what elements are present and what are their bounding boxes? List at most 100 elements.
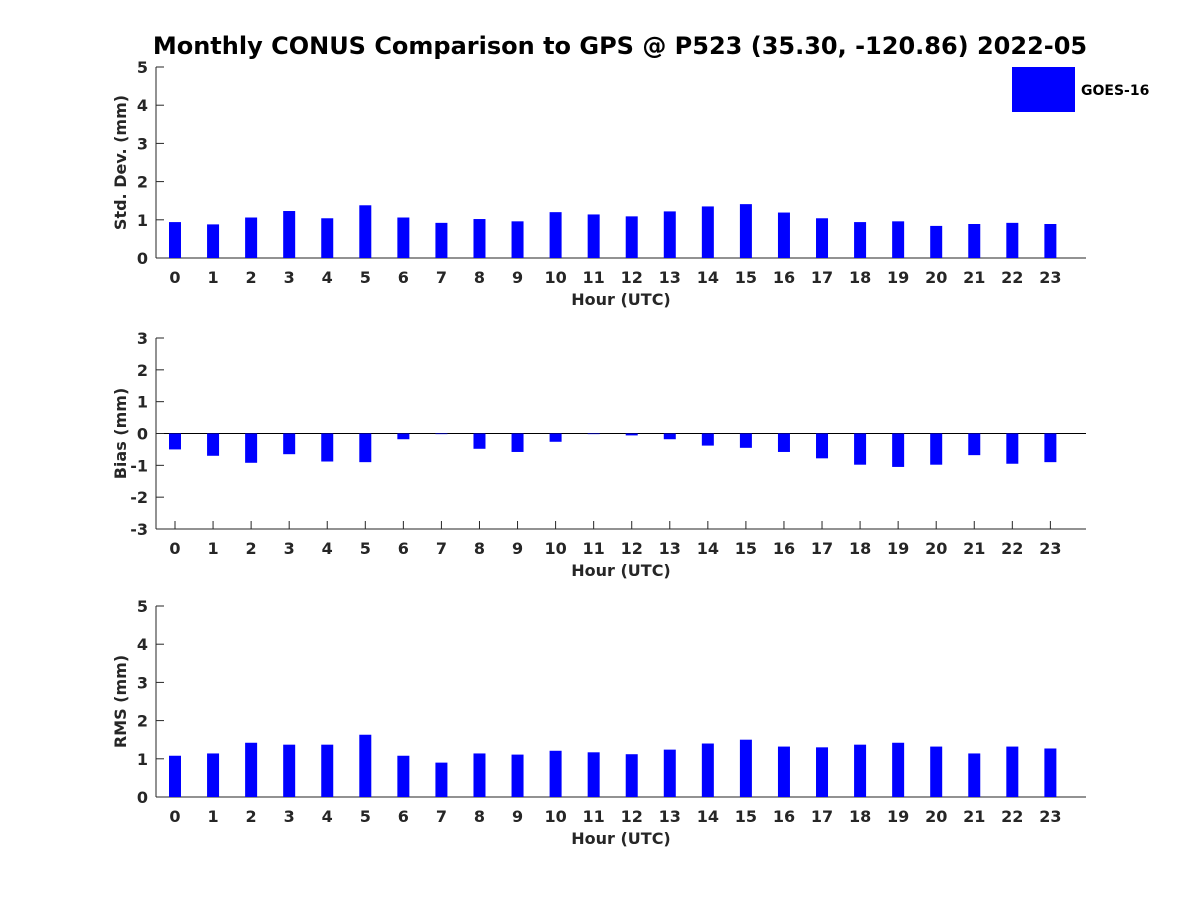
x-tick-label: 18 [849,539,871,558]
x-tick-label: 1 [207,539,218,558]
y-tick-label: 3 [137,134,148,153]
chart-title: Monthly CONUS Comparison to GPS @ P523 (… [153,32,1087,60]
bar [777,433,790,452]
x-tick-label: 9 [512,539,523,558]
bar [701,206,714,258]
bar [1044,748,1057,797]
x-tick-label: 17 [811,268,833,287]
bar [359,734,372,797]
bar [854,433,867,465]
x-tick-label: 4 [322,807,333,826]
y-tick-label: 5 [137,597,148,616]
y-tick-label: 1 [137,393,148,412]
bar [1006,222,1019,258]
bar [245,742,258,797]
bar [511,754,524,797]
bar [245,433,258,463]
bar [549,212,562,258]
bar [1006,746,1019,797]
x-tick-label: 21 [963,268,985,287]
x-tick-label: 19 [887,539,909,558]
x-tick-label: 8 [474,539,485,558]
x-tick-label: 17 [811,539,833,558]
x-tick-label: 7 [436,539,447,558]
bar [359,205,372,258]
bar [968,433,981,456]
y-tick-label: 3 [137,673,148,692]
x-tick-label: 14 [697,807,719,826]
x-tick-label: 11 [583,807,605,826]
y-tick-label: 4 [137,635,148,654]
bar [777,746,790,797]
x-tick-label: 3 [284,268,295,287]
bar [663,749,676,797]
x-tick-label: 14 [697,539,719,558]
bar [283,211,296,258]
x-tick-label: 20 [925,807,947,826]
x-tick-label: 5 [360,268,371,287]
legend-swatch [1012,67,1075,112]
x-tick-label: 22 [1001,268,1023,287]
bar [968,753,981,797]
x-tick-label: 11 [583,268,605,287]
x-tick-label: 10 [544,268,566,287]
bar [892,742,905,797]
bar [397,433,410,440]
y-tick-label: 3 [137,329,148,348]
bar [397,217,410,258]
y-axis-label: Bias (mm) [111,388,130,480]
x-tick-label: 15 [735,807,757,826]
bar [701,433,714,446]
x-tick-label: 7 [436,268,447,287]
x-tick-label: 10 [544,539,566,558]
bar [777,212,790,258]
bar [854,222,867,258]
y-tick-label: -2 [130,488,148,507]
x-tick-label: 11 [583,539,605,558]
x-axis-label: Hour (UTC) [571,829,671,848]
bar [892,433,905,467]
x-tick-label: 9 [512,268,523,287]
bar [169,433,181,450]
bar [435,433,448,435]
bar [968,224,981,258]
bar [625,754,638,797]
bar [625,433,638,436]
x-tick-label: 16 [773,539,795,558]
bar [816,218,829,258]
bar [207,224,220,258]
x-tick-label: 2 [246,268,257,287]
bar [321,218,334,258]
y-tick-label: 0 [137,425,148,444]
y-axis-label: RMS (mm) [111,655,130,748]
x-tick-label: 20 [925,268,947,287]
x-tick-label: 16 [773,807,795,826]
bar [587,752,600,797]
x-tick-label: 15 [735,539,757,558]
x-tick-label: 2 [246,539,257,558]
x-tick-label: 1 [207,268,218,287]
bar [473,219,486,258]
y-tick-label: 2 [137,361,148,380]
bar [1006,433,1019,464]
bar [359,433,372,463]
bar [816,747,829,797]
x-tick-label: 17 [811,807,833,826]
x-axis-label: Hour (UTC) [571,561,671,580]
x-tick-label: 15 [735,268,757,287]
x-tick-label: 10 [544,807,566,826]
bar [816,433,829,459]
bar [473,753,486,797]
bar [511,433,524,452]
y-tick-label: 5 [137,58,148,77]
bar [549,750,562,797]
x-tick-label: 8 [474,268,485,287]
bar [169,755,181,797]
x-tick-label: 8 [474,807,485,826]
bar [549,433,562,442]
x-tick-label: 18 [849,268,871,287]
x-tick-label: 9 [512,807,523,826]
